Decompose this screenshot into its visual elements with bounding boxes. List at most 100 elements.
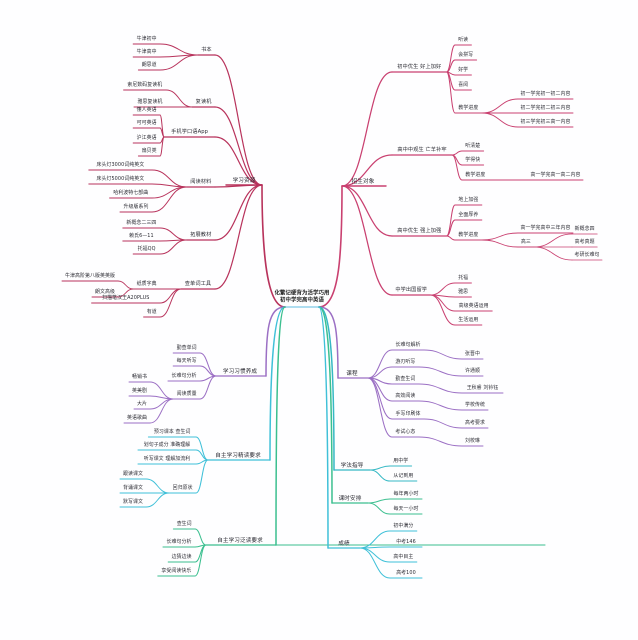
course-teacher-0-0[interactable]: 张晋中: [465, 351, 480, 358]
ta-item-2-0[interactable]: 地上加强: [458, 197, 479, 204]
lr-group-4[interactable]: 拓展教材: [190, 232, 212, 239]
ssp-sub-3-2[interactable]: 默写课文: [123, 499, 143, 506]
lr-item-5-1[interactable]: 扫描笔汉王A20PLUS: [102, 295, 150, 302]
ssp-sub-3-0[interactable]: 跟读课文: [123, 471, 143, 478]
ta-sub-1-2-0[interactable]: 高一学完高一高二内容: [530, 172, 581, 179]
grade-item-0[interactable]: 初中满分: [393, 523, 414, 530]
course-item-2[interactable]: 勤查生词: [395, 376, 416, 383]
ta-item-1-2[interactable]: 教学进度: [465, 172, 486, 179]
lr-item-5-2[interactable]: 有道: [146, 309, 157, 316]
ta-sub-2-2-1[interactable]: 高三: [520, 239, 531, 246]
ta-item-0-2[interactable]: 好学: [458, 67, 469, 74]
sse-item-1[interactable]: 长难句分析: [166, 539, 192, 546]
ta-item-0-0[interactable]: 听读: [458, 37, 469, 44]
ta-item-3-1[interactable]: 雅思: [458, 289, 469, 296]
mg-item-0[interactable]: 用中学: [393, 458, 409, 465]
ta-leaf-2-2-1-1[interactable]: 高考真题: [574, 239, 595, 246]
ta-group-2[interactable]: 高中优生 强上加强: [397, 228, 442, 235]
lr-group-2[interactable]: 手机学口语App: [171, 129, 209, 136]
lr-sub-5-0-0[interactable]: 牛津高阶第八版英英版: [65, 273, 115, 280]
lr-item-4-0[interactable]: 新概念二三四: [126, 220, 157, 227]
grade-item-1[interactable]: 中考146: [396, 539, 416, 546]
grade-item-3[interactable]: 高考100: [396, 570, 416, 577]
sh-item-3[interactable]: 阅读质量: [176, 391, 197, 398]
ta-sub-2-2-0[interactable]: 高一学完高中三年内容: [520, 225, 571, 232]
lr-group-5[interactable]: 查单词工具: [184, 281, 212, 288]
lr-item-3-2[interactable]: 哈利波特七部曲: [113, 190, 149, 197]
lr-item-0-2[interactable]: 朗思道: [141, 62, 157, 69]
sh-sub-3-0[interactable]: 畅销书: [132, 374, 147, 381]
lr-group-1[interactable]: 复读机: [195, 99, 212, 106]
ta-item-0-1[interactable]: 会拼写: [458, 52, 474, 59]
lr-item-2-2[interactable]: 沪江英语: [136, 135, 157, 142]
lr-item-2-1[interactable]: 可可英语: [136, 120, 157, 127]
ta-item-3-3[interactable]: 生活运用: [458, 317, 479, 324]
lr-group-0[interactable]: 书本: [201, 47, 212, 54]
lr-item-3-0[interactable]: 床头灯3000词纯英文: [96, 162, 145, 169]
course-teacher-2-0[interactable]: 王秋睿 刘钤钰: [466, 385, 499, 392]
course-item-5[interactable]: 考试心态: [395, 429, 416, 436]
ta-item-2-2[interactable]: 教学进度: [458, 232, 479, 239]
ta-item-3-0[interactable]: 托福: [458, 275, 469, 282]
course-teacher-3-0[interactable]: 学校传统: [465, 402, 485, 409]
sh-sub-3-2[interactable]: 大片: [137, 401, 147, 408]
sh-sub-3-3[interactable]: 英语歌曲: [127, 415, 147, 422]
sh-item-0[interactable]: 勤查单词: [176, 345, 197, 352]
ta-group-1[interactable]: 高中中观生 亡羊补牢: [397, 147, 447, 154]
ta-group-3[interactable]: 中学出国留学: [395, 287, 428, 294]
ta-item-0-4[interactable]: 教学进度: [458, 105, 479, 112]
lr-item-1-1[interactable]: 雅思复读机: [137, 99, 163, 106]
ta-item-1-1[interactable]: 学得快: [465, 157, 481, 164]
sse-item-3[interactable]: 享受阅读快乐: [161, 568, 192, 575]
ta-leaf-2-2-1-2[interactable]: 考研长难句: [574, 252, 600, 259]
branch-label-method-guidance[interactable]: 学法指导: [340, 462, 364, 469]
ta-item-0-3[interactable]: 喜阅: [458, 82, 469, 89]
ta-group-0[interactable]: 初中优生 好上加好: [397, 64, 442, 71]
branch-label-target-audience[interactable]: 招生对象: [351, 178, 375, 185]
course-item-3[interactable]: 高效阅读: [395, 393, 416, 400]
ta-item-1-0[interactable]: 听清楚: [465, 143, 481, 150]
course-item-1[interactable]: 游刃听写: [395, 359, 416, 366]
ssp-item-1[interactable]: 划句子成分 准确理解: [143, 442, 191, 449]
lr-item-3-1[interactable]: 床头灯5000词纯英文: [96, 176, 145, 183]
sh-item-1[interactable]: 每天听写: [176, 358, 197, 365]
branch-label-self-study-extensive[interactable]: 自主学习泛读要求: [217, 537, 263, 544]
lr-item-0-1[interactable]: 牛津高中: [136, 49, 157, 56]
mg-item-1[interactable]: 从记到用: [393, 473, 414, 480]
course-teacher-5-0[interactable]: 刘校琳: [465, 438, 480, 445]
ssp-item-2[interactable]: 听写课文 理解加流利: [143, 456, 191, 463]
branch-label-courses[interactable]: 课程: [346, 370, 358, 377]
ta-sub-0-4-1[interactable]: 初二学完初二初三内容: [520, 105, 571, 112]
grade-item-2[interactable]: 高中目主: [393, 554, 414, 561]
sh-sub-3-1[interactable]: 英美剧: [132, 388, 147, 395]
lr-sub-5-0-1[interactable]: 朗文高级: [95, 289, 115, 296]
sched-item-0[interactable]: 每年两小时: [393, 491, 419, 498]
ta-leaf-2-2-1-0[interactable]: 新概念四: [574, 226, 595, 233]
course-teacher-1-0[interactable]: 许通顺: [465, 368, 480, 375]
sse-item-2[interactable]: 边猜边读: [171, 554, 192, 561]
ssp-sub-3-1[interactable]: 背诵课文: [123, 485, 143, 492]
ta-sub-0-4-2[interactable]: 初三学完初三高一内容: [520, 119, 571, 126]
lr-item-5-0[interactable]: 纸质字典: [136, 281, 157, 288]
lr-item-4-2[interactable]: 托福QQ: [137, 246, 156, 253]
central-topic[interactable]: 化繁记硬背为活学巧用 初中学完高中英语: [262, 291, 342, 306]
ssp-item-0[interactable]: 预习课本 查生词: [153, 429, 191, 436]
lr-item-3-3[interactable]: 升级版系列: [123, 204, 149, 211]
lr-item-2-3[interactable]: 扇贝类: [141, 148, 157, 155]
branch-label-grades[interactable]: 成绩: [338, 540, 350, 547]
sched-item-1[interactable]: 每天一小时: [393, 506, 419, 513]
sse-item-0[interactable]: 查生词: [176, 521, 192, 528]
branch-label-learning-resources[interactable]: 学习资源: [232, 177, 256, 184]
course-teacher-4-0[interactable]: 高考要求: [465, 420, 485, 427]
ta-item-2-1[interactable]: 全面厚养: [458, 212, 479, 219]
lr-item-1-0[interactable]: 索尼数码复读机: [127, 82, 163, 89]
branch-label-study-habits[interactable]: 学习习惯养成: [222, 368, 258, 375]
lr-item-0-0[interactable]: 牛津初中: [136, 36, 157, 43]
ta-item-3-2[interactable]: 高级英语运用: [458, 303, 489, 310]
course-item-4[interactable]: 手写印刷体: [395, 411, 421, 418]
lr-group-3[interactable]: 阅读材料: [190, 179, 212, 186]
ta-sub-0-4-0[interactable]: 初一学完初一初二内容: [520, 91, 571, 98]
ssp-item-3[interactable]: 回归原状: [172, 485, 193, 492]
branch-label-schedule[interactable]: 课时安排: [338, 495, 362, 502]
lr-item-4-1[interactable]: 赖氏6—11: [129, 233, 154, 240]
